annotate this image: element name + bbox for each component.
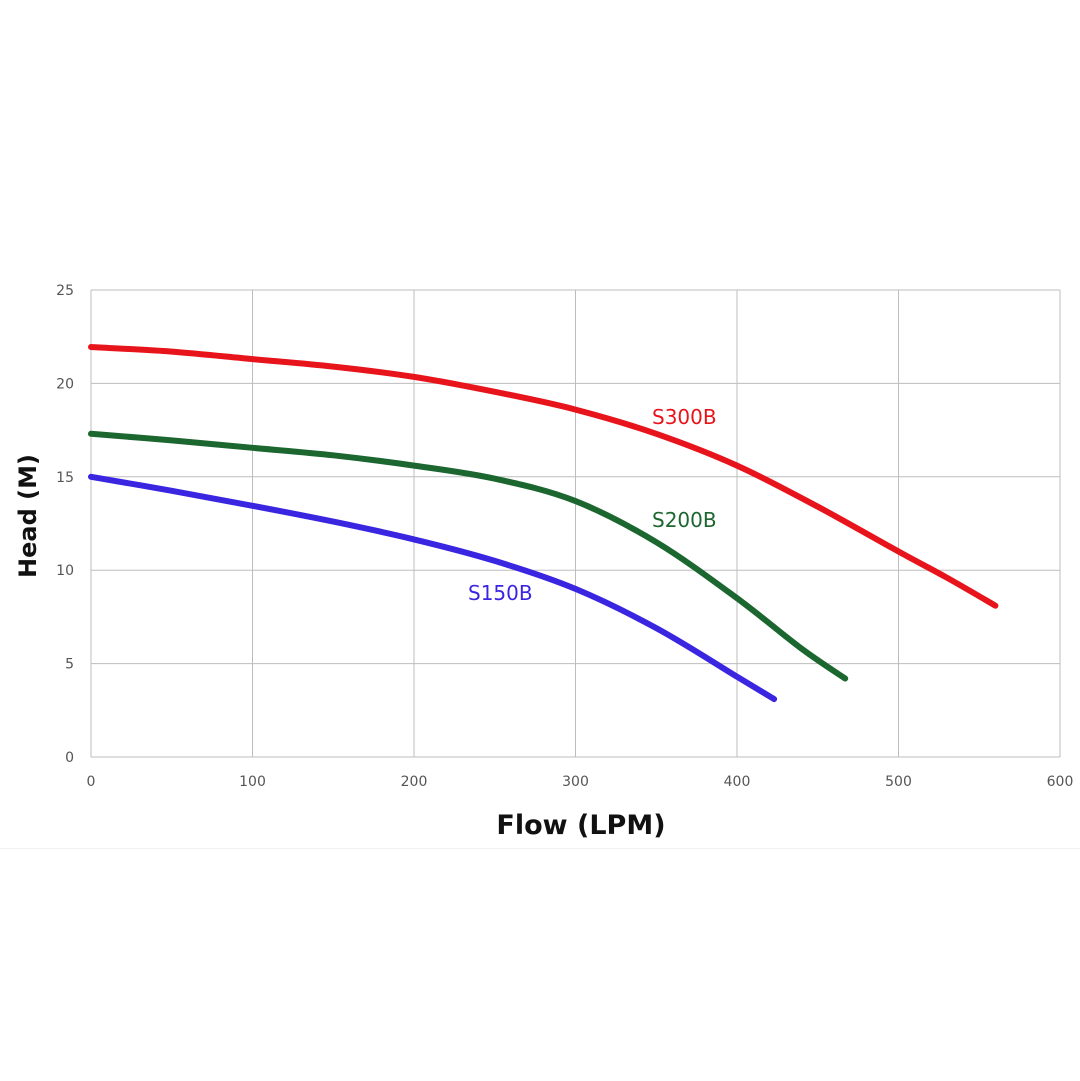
x-tick-label: 300	[562, 774, 589, 790]
series-line-s200b	[88, 430, 849, 682]
x-tick-label: 200	[401, 774, 428, 790]
series-labels: S300B S200B S150B	[468, 405, 717, 605]
tick-labels: 0 100 200 300 400 500 600 0 5 10 15 20 25	[56, 283, 1073, 790]
series-label-s300b: S300B	[652, 405, 717, 429]
y-tick-label: 15	[56, 470, 74, 486]
y-tick-label: 5	[65, 657, 74, 673]
x-tick-label: 500	[885, 774, 912, 790]
y-tick-label: 10	[56, 563, 74, 579]
x-tick-label: 100	[239, 774, 266, 790]
series-line-s300b	[88, 344, 999, 609]
bottom-band	[0, 848, 1080, 1081]
grid	[90, 289, 1061, 758]
x-tick-label: 600	[1047, 774, 1074, 790]
y-axis-title: Head (M)	[14, 454, 42, 578]
x-axis-title: Flow (LPM)	[496, 810, 665, 841]
y-tick-label: 20	[56, 376, 74, 392]
x-tick-label: 0	[87, 774, 96, 790]
x-tick-label: 400	[724, 774, 751, 790]
y-tick-label: 25	[56, 283, 74, 299]
y-tick-label: 0	[65, 750, 74, 766]
series-line-s150b	[88, 473, 778, 703]
series-label-s200b: S200B	[652, 508, 717, 532]
series-lines	[88, 344, 999, 703]
series-label-s150b: S150B	[468, 581, 533, 605]
